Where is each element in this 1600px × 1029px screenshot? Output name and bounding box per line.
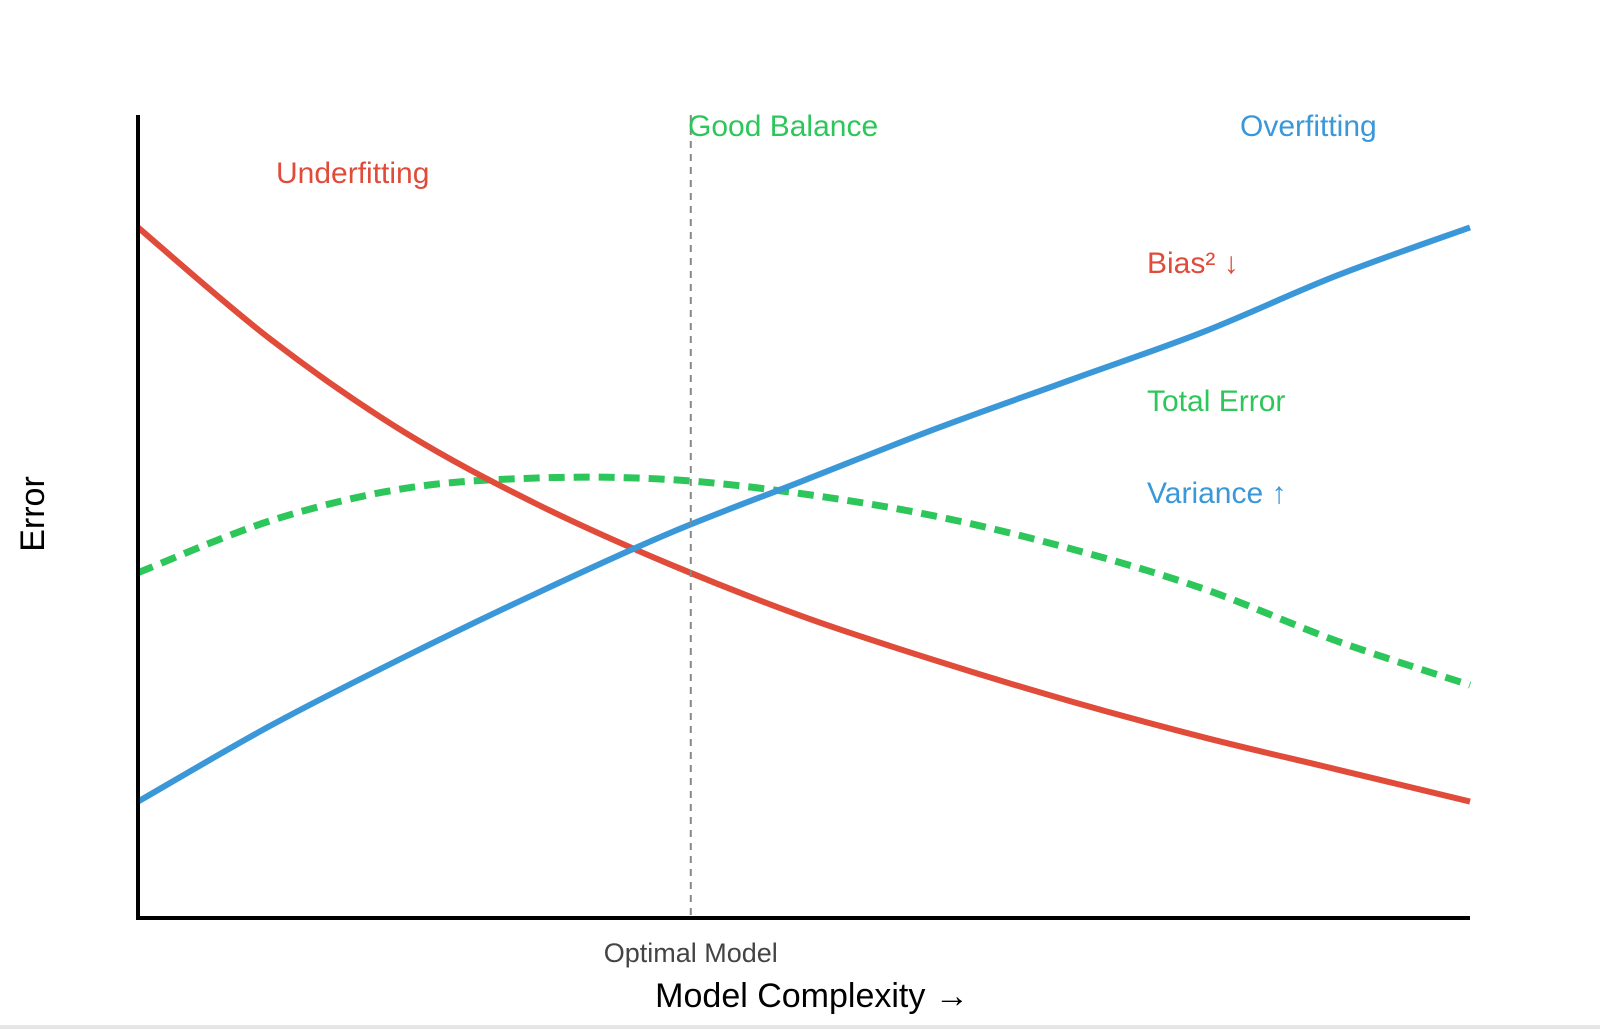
total-error-curve [136, 473, 1472, 689]
y-axis-title: Error [14, 476, 52, 552]
good-balance-label: Good Balance [688, 110, 878, 143]
optimal-model-label: Optimal Model [604, 938, 778, 968]
variance-curve [136, 224, 1472, 805]
x-axis-title: Model Complexity → [655, 977, 969, 1015]
bias-series-label: Bias² ↓ [1147, 247, 1239, 280]
total-error-series-label: Total Error [1147, 385, 1285, 418]
bottom-border-strip [0, 1025, 1600, 1029]
bias-curve [136, 225, 1471, 805]
underfitting-label: Underfitting [276, 157, 429, 190]
variance-series-label: Variance ↑ [1147, 477, 1287, 510]
overfitting-label: Overfitting [1240, 110, 1377, 143]
curve-layer [136, 224, 1472, 805]
